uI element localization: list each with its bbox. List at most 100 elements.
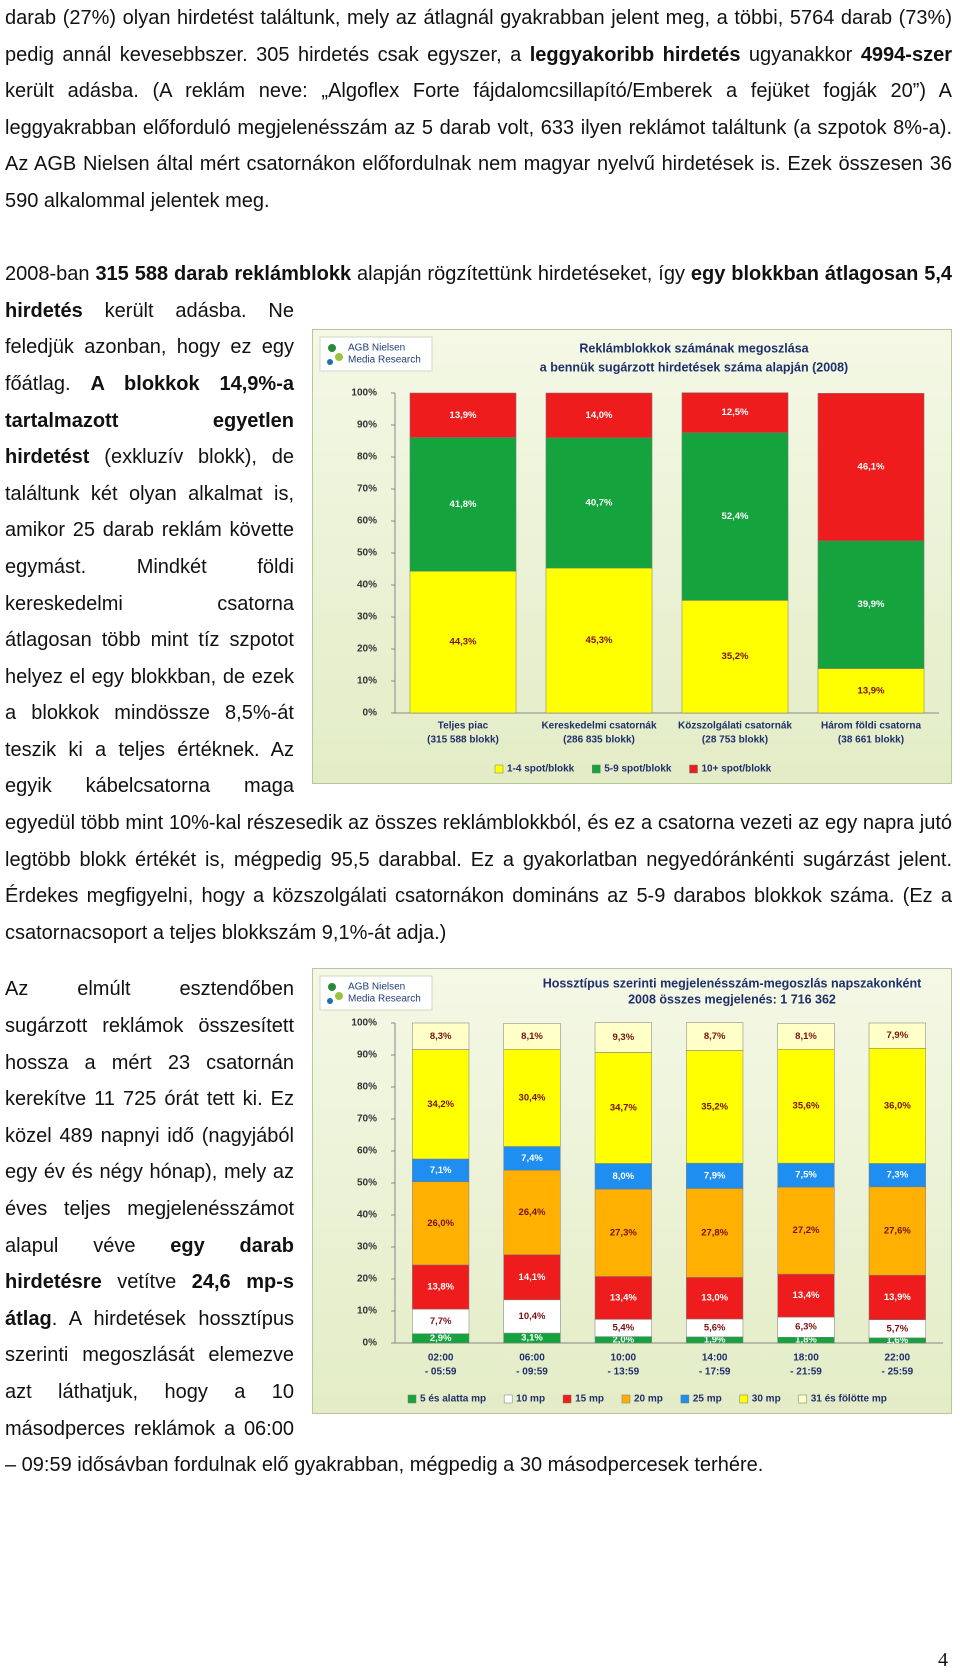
value-label: 1,6% bbox=[887, 1335, 909, 1346]
value-label: 1,8% bbox=[795, 1335, 817, 1346]
text: darab (27%) olyan hirdetést találtunk, m… bbox=[5, 7, 952, 66]
value-label: 8,7% bbox=[704, 1032, 726, 1043]
value-label: 27,2% bbox=[793, 1226, 820, 1237]
bar-segment bbox=[817, 393, 925, 542]
value-label: 13,4% bbox=[610, 1293, 637, 1304]
y-tick-label: 10% bbox=[357, 1306, 377, 1317]
figure: AGB Nielsen Media Research Hossztípus szer… bbox=[312, 968, 952, 1415]
legend-swatch bbox=[689, 764, 698, 774]
y-tick-label: 60% bbox=[357, 516, 377, 527]
y-tick-label: 20% bbox=[357, 1274, 377, 1285]
value-label: 7,7% bbox=[430, 1316, 452, 1327]
value-label: 14,0% bbox=[586, 410, 613, 421]
x-tick-label: Teljes piac bbox=[438, 721, 489, 732]
bold-text: 4994-szer bbox=[860, 43, 952, 66]
bar-segment bbox=[503, 1299, 561, 1334]
value-label: 7,4% bbox=[521, 1153, 543, 1164]
logo-text: AGB Nielsen bbox=[348, 982, 405, 993]
chart-title: Reklámblokkok számának megoszlása bbox=[579, 341, 809, 355]
x-tick-label: Kereskedelmi csatornák bbox=[541, 721, 657, 732]
y-tick-label: 50% bbox=[357, 548, 377, 559]
logo-dot bbox=[335, 353, 343, 362]
value-label: 40,7% bbox=[586, 498, 613, 509]
text: . A hirdetések hossztípus szerinti megos… bbox=[5, 1307, 764, 1477]
legend-swatch bbox=[798, 1395, 807, 1404]
bold-text: 24,6 mp-s átlag bbox=[5, 1271, 295, 1330]
x-tick-label: 06:00 bbox=[519, 1353, 545, 1364]
bar-segment bbox=[868, 1187, 926, 1276]
logo-dot bbox=[328, 983, 336, 992]
text-column: darab (27%) olyan hirdetést találtunk, m… bbox=[5, 0, 952, 1484]
value-label: 13,9% bbox=[884, 1292, 911, 1303]
x-tick-label: - 13:59 bbox=[607, 1367, 639, 1378]
chart-title: 2008 összes megjelenés: 1 716 362 bbox=[628, 993, 836, 1007]
bar-segment bbox=[777, 1274, 835, 1318]
value-label: 10,4% bbox=[519, 1311, 546, 1322]
logo-box bbox=[319, 336, 433, 372]
y-tick-label: 0% bbox=[363, 708, 378, 719]
bar-segment bbox=[777, 1187, 835, 1275]
text: vetítve bbox=[101, 1271, 192, 1294]
y-tick-label: 80% bbox=[357, 1082, 377, 1093]
bar-segment bbox=[686, 1050, 744, 1164]
bar-segment bbox=[594, 1276, 652, 1321]
y-tick-label: 20% bbox=[357, 644, 377, 655]
legend-swatch bbox=[739, 1395, 749, 1404]
legend-label: 30 mp bbox=[752, 1394, 781, 1405]
bar-segment bbox=[503, 1254, 561, 1301]
legend-swatch bbox=[494, 764, 504, 774]
value-label: 5,6% bbox=[704, 1323, 726, 1334]
legend-label: 15 mp bbox=[575, 1394, 604, 1405]
bar-segment bbox=[686, 1188, 744, 1279]
text: került adásba. (A reklám neve: „Algoflex… bbox=[5, 80, 952, 212]
bar-segment bbox=[545, 567, 653, 714]
legend-label: 5-9 spot/blokk bbox=[604, 764, 672, 775]
x-tick-label: (38 661 blokk) bbox=[838, 735, 904, 746]
value-label: 8,0% bbox=[613, 1171, 635, 1182]
bar-segment bbox=[817, 668, 925, 714]
page-number: 4 bbox=[938, 1649, 948, 1671]
y-tick-label: 100% bbox=[351, 388, 377, 399]
value-label: 7,1% bbox=[430, 1165, 452, 1176]
gap bbox=[5, 220, 952, 257]
y-tick-label: 60% bbox=[357, 1146, 377, 1157]
value-label: 45,3% bbox=[586, 635, 613, 646]
bar-segment bbox=[594, 1022, 652, 1054]
text: ugyanakkor bbox=[740, 43, 861, 66]
legend-label: 31 és fölötte mp bbox=[811, 1394, 887, 1405]
logo-dot bbox=[327, 998, 333, 1005]
bar-segment bbox=[681, 392, 789, 434]
bar-segment bbox=[777, 1023, 835, 1050]
bold-text: 315 588 darab reklámblokk bbox=[95, 263, 352, 286]
value-label: 41,8% bbox=[450, 499, 477, 510]
value-label: 13,4% bbox=[793, 1291, 820, 1302]
bar-segment bbox=[777, 1049, 835, 1164]
legend-swatch bbox=[621, 1395, 631, 1404]
y-tick-label: 100% bbox=[351, 1018, 377, 1029]
legend-swatch bbox=[592, 764, 601, 774]
text: alapján rögzítettünk hirdetéseket, így bbox=[351, 263, 691, 286]
legend-swatch bbox=[680, 1395, 690, 1404]
value-label: 13,0% bbox=[701, 1293, 728, 1304]
legend-label: 20 mp bbox=[634, 1394, 663, 1405]
value-label: 2,0% bbox=[613, 1335, 635, 1346]
bar-segment bbox=[503, 1170, 561, 1256]
legend-swatch bbox=[503, 1395, 513, 1404]
bar-segment bbox=[681, 600, 789, 714]
chart-title: Hossztípus szerinti megjelenésszám-megos… bbox=[543, 977, 922, 991]
value-label: 46,1% bbox=[858, 462, 885, 473]
y-tick-label: 0% bbox=[363, 1338, 378, 1349]
legend-label: 1-4 spot/blokk bbox=[507, 764, 575, 775]
x-tick-label: Közszolgálati csatornák bbox=[678, 721, 792, 732]
bar-segment bbox=[545, 437, 653, 569]
bar-segment bbox=[686, 1163, 744, 1190]
x-tick-label: 22:00 bbox=[885, 1353, 911, 1364]
value-label: 35,2% bbox=[701, 1102, 728, 1113]
bold-text: egy darab hirdetésre bbox=[5, 1234, 294, 1294]
x-tick-label: - 25:59 bbox=[881, 1367, 913, 1378]
x-tick-label: Három földi csatorna bbox=[821, 721, 921, 732]
bar-segment bbox=[409, 437, 517, 572]
